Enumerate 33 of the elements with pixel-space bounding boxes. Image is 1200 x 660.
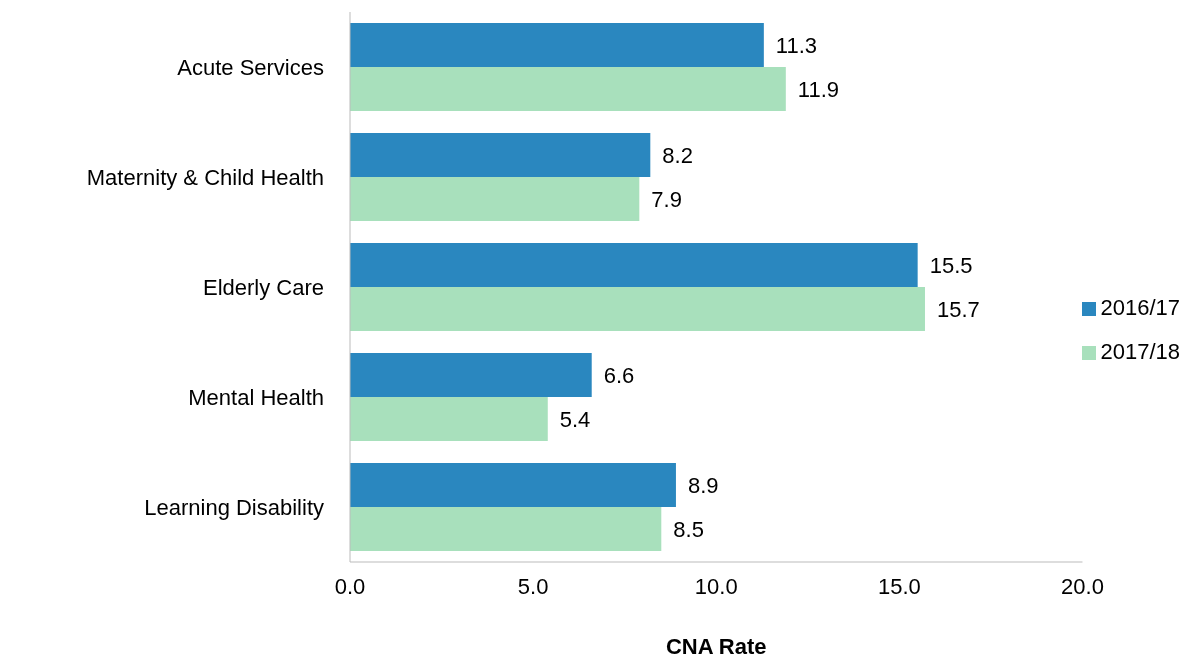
bar xyxy=(350,397,548,441)
y-tick-label: Elderly Care xyxy=(202,274,324,300)
data-label: 15.7 xyxy=(936,296,980,322)
bar xyxy=(350,243,918,287)
bar xyxy=(350,287,925,331)
bar xyxy=(350,507,662,551)
y-tick-label: Acute Services xyxy=(177,54,324,80)
data-label: 8.9 xyxy=(687,472,719,498)
x-tick-label: 15.0 xyxy=(877,573,921,599)
data-label: 8.5 xyxy=(673,516,704,542)
legend-label: 2016/17 xyxy=(1100,295,1180,320)
x-tick-label: 10.0 xyxy=(694,573,738,599)
data-label: 11.9 xyxy=(797,76,840,102)
x-tick-label: 5.0 xyxy=(517,573,549,599)
bar xyxy=(350,133,651,177)
data-label: 6.6 xyxy=(603,362,635,388)
bar xyxy=(350,353,592,397)
y-tick-label: Mental Health xyxy=(188,384,324,410)
y-tick-label: Maternity & Child Health xyxy=(86,164,324,190)
bar xyxy=(350,177,640,221)
x-tick-label: 20.0 xyxy=(1061,573,1104,599)
bar xyxy=(350,67,786,111)
data-label: 7.9 xyxy=(651,186,682,212)
bar xyxy=(350,23,764,67)
data-label: 8.2 xyxy=(662,142,693,168)
data-label: 11.3 xyxy=(775,32,818,58)
legend-label: 2017/18 xyxy=(1100,339,1180,364)
x-axis-title: CNA Rate xyxy=(665,634,767,659)
data-label: 5.4 xyxy=(559,406,591,432)
bar xyxy=(350,463,676,507)
data-label: 15.5 xyxy=(929,252,973,278)
x-tick-label: 0.0 xyxy=(334,573,366,599)
y-tick-label: Learning Disability xyxy=(144,494,324,520)
